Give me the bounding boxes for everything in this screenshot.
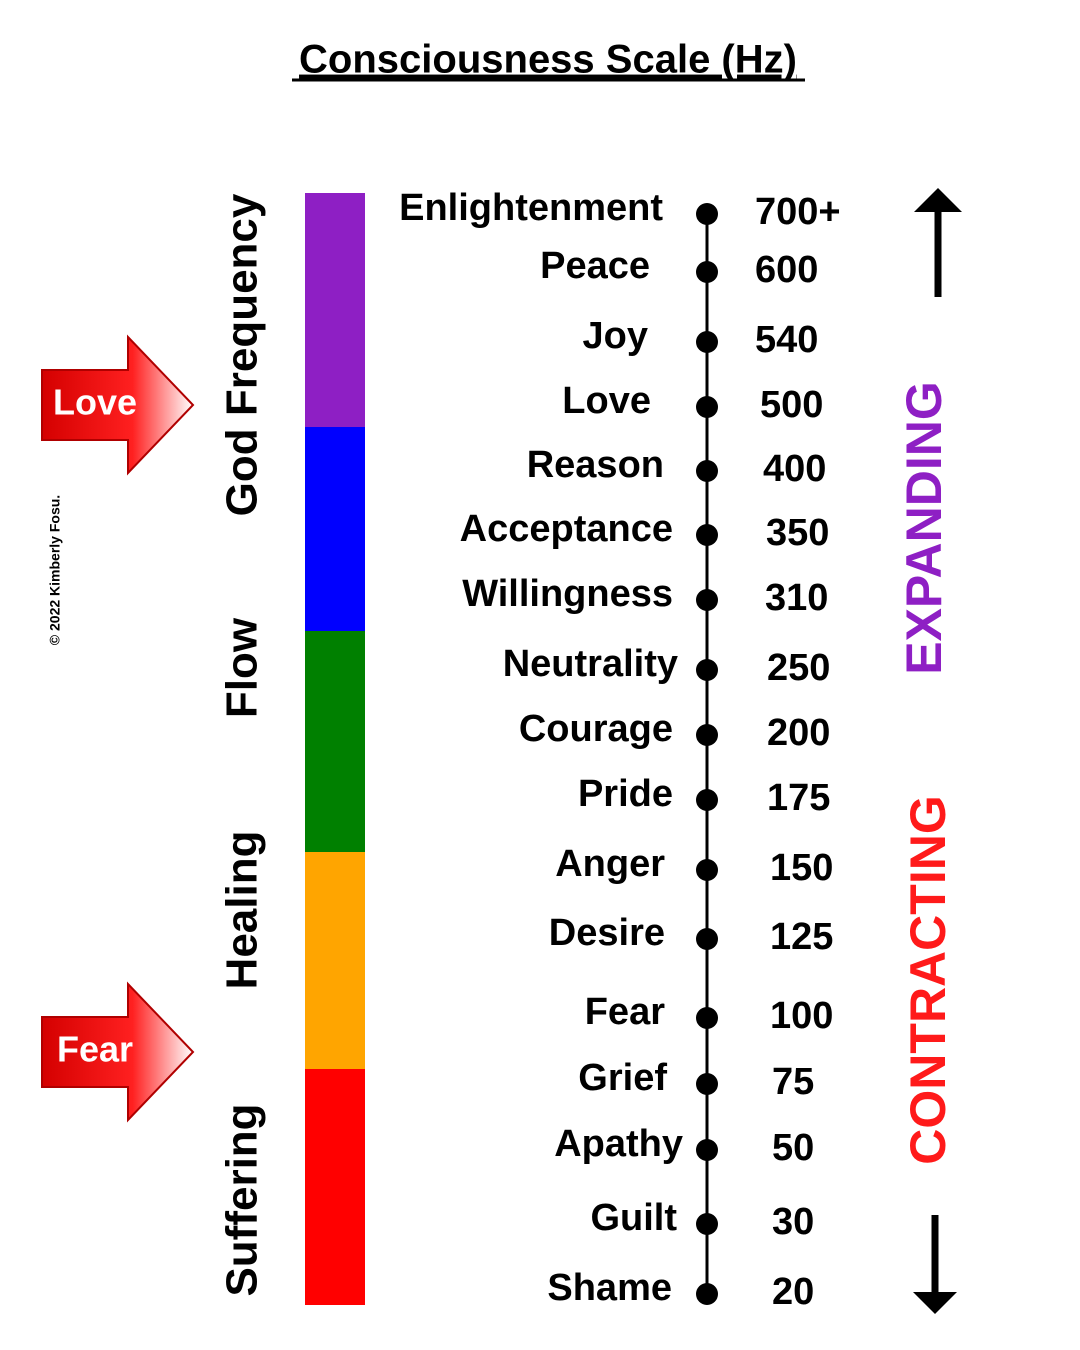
level-value: 125 [770,916,833,958]
level-label: Love [562,380,651,422]
level-label: Courage [519,708,673,750]
color-band [305,631,365,852]
level-dot [696,1007,718,1029]
color-band [305,852,365,1069]
level-dot [696,460,718,482]
level-dot [696,331,718,353]
level-label: Grief [578,1057,667,1099]
level-value: 500 [760,384,823,426]
level-label: Pride [578,773,673,815]
band-label: Flow [218,617,267,718]
level-label: Willingness [462,573,673,615]
level-dot [696,928,718,950]
marker-arrow [41,981,195,1123]
level-dot [696,859,718,881]
band-label: Healing [218,831,267,990]
up-arrow-head [914,188,962,212]
level-label: Guilt [590,1197,677,1239]
level-value: 175 [767,777,830,819]
down-arrow-head [913,1292,957,1314]
level-label: Peace [540,245,650,287]
level-label: Acceptance [460,508,673,550]
level-label: Neutrality [503,643,678,685]
level-value: 150 [770,847,833,889]
level-dot [696,396,718,418]
expanding-label: EXPANDING [896,381,952,675]
level-dot [696,589,718,611]
level-value: 540 [755,319,818,361]
band-label: Suffering [218,1103,267,1296]
level-value: 350 [766,512,829,554]
color-band [305,427,365,631]
color-band [305,1069,365,1305]
level-value: 50 [772,1127,814,1169]
level-dot [696,789,718,811]
level-value: 250 [767,647,830,689]
level-value: 400 [763,448,826,490]
level-label: Anger [555,843,665,885]
level-dot [696,261,718,283]
level-value: 30 [772,1201,814,1243]
level-label: Apathy [554,1123,683,1165]
level-dot [696,1139,718,1161]
level-value: 200 [767,712,830,754]
level-dot [696,1073,718,1095]
marker-label: Fear [57,1029,133,1070]
level-label: Enlightenment [399,187,663,229]
level-dot [696,724,718,746]
level-label: Shame [547,1267,672,1309]
copyright: © 2022 Kimberly Fosu. [47,495,63,645]
level-label: Reason [527,444,664,486]
level-value: 20 [772,1271,814,1313]
level-label: Desire [549,912,665,954]
level-value: 600 [755,249,818,291]
level-value: 100 [770,995,833,1037]
contracting-label: CONTRACTING [900,795,956,1164]
marker-arrow [41,334,195,476]
level-dot [696,659,718,681]
level-value: 310 [765,577,828,619]
level-value: 75 [772,1061,814,1103]
level-label: Fear [585,991,665,1033]
title: Consciousness Scale (Hz) [299,38,797,82]
band-label: God Frequency [218,193,267,516]
level-dot [696,203,718,225]
level-dot [696,1283,718,1305]
level-label: Joy [583,315,648,357]
marker-label: Love [53,382,137,423]
level-dot [696,1213,718,1235]
level-dot [696,524,718,546]
color-band [305,193,365,427]
level-value: 700+ [755,191,841,233]
